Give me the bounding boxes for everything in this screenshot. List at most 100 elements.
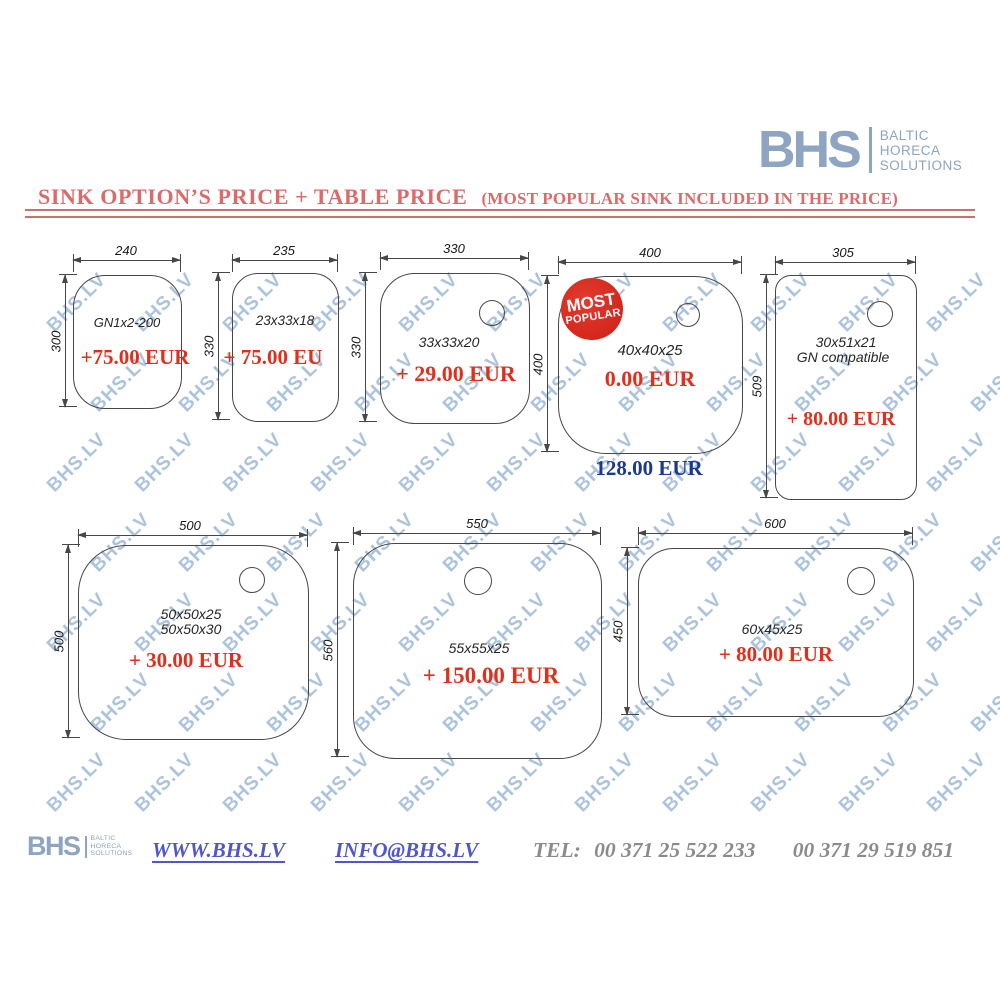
size-label: 23x33x18: [255, 313, 315, 328]
height-dimension-line: [544, 275, 551, 453]
title-underline-rule: [25, 209, 975, 218]
dimension-tick: [212, 272, 230, 273]
height-dimension-line: [334, 542, 341, 758]
width-dimension-line: [231, 257, 338, 264]
dimension-tick: [62, 737, 80, 738]
sink-outline: [775, 275, 917, 500]
drain-hole: [464, 567, 492, 595]
logo-sub-line: BALTIC: [90, 835, 116, 843]
logo-sub-line: SOLUTIONS: [90, 850, 133, 858]
website-link[interactable]: WWW.BHS.LV: [152, 838, 286, 862]
price-label: +75.00 EUR: [80, 345, 190, 369]
watermark-text: BHS.LV: [923, 268, 991, 337]
bhs-logo-subtitle: BALTIC HORECA SOLUTIONS: [880, 128, 963, 173]
width-dim-label: 550: [466, 516, 488, 531]
height-dimension-line: [65, 544, 72, 739]
size-label: GN1x2-200: [93, 315, 161, 330]
dimension-tick: [359, 421, 377, 422]
watermark-text: BHS.LV: [967, 508, 1000, 577]
phone-1: 00 371 25 522 233: [594, 838, 756, 862]
height-dimension-line: [763, 274, 770, 499]
dimension-tick: [180, 254, 181, 272]
height-dim-label: 450: [610, 620, 626, 643]
drain-hole: [676, 303, 700, 327]
dimension-tick: [775, 256, 776, 274]
price-label: + 150.00 EUR: [422, 663, 560, 688]
dimension-tick: [73, 254, 74, 272]
width-dimension-line: [637, 530, 913, 537]
drain-hole: [847, 567, 875, 595]
size-label-2: 50x50x30: [160, 621, 222, 637]
width-dim-label: 240: [115, 243, 137, 258]
watermark-text: BHS.LV: [131, 428, 199, 497]
dimension-tick: [359, 272, 377, 273]
dimension-tick: [337, 254, 338, 272]
dimension-tick: [541, 451, 559, 452]
dimension-tick: [760, 497, 778, 498]
dimension-tick: [741, 256, 742, 274]
width-dimension-line: [352, 530, 601, 537]
drain-hole: [867, 301, 893, 327]
sink-outline: [558, 276, 743, 454]
size-label-2: GN compatible: [796, 349, 890, 365]
logo-sub-line: HORECA: [879, 142, 941, 158]
height-dim-label: 500: [51, 630, 67, 653]
dimension-tick: [331, 756, 349, 757]
watermark-text: BHS.LV: [307, 748, 375, 817]
watermark-text: BHS.LV: [395, 428, 463, 497]
size-label: 33x33x20: [418, 334, 480, 350]
width-dim-label: 600: [764, 516, 786, 531]
dimension-tick: [59, 406, 77, 407]
page-title: SINK OPTION’S PRICE + TABLE PRICE (MOST …: [38, 184, 978, 210]
bhs-logo-text: BHS: [758, 121, 862, 179]
logo-divider: [868, 127, 872, 173]
watermark-text: BHS.LV: [967, 348, 1000, 417]
watermark-text: BHS.LV: [43, 428, 111, 497]
dimension-tick: [558, 256, 559, 274]
height-dimension-line: [62, 274, 69, 408]
table-price-label: 128.00 EUR: [595, 456, 703, 480]
dimension-tick: [353, 527, 354, 545]
price-label: + 30.00 EUR: [128, 648, 244, 672]
height-dimension-line: [215, 272, 222, 421]
dimension-tick: [528, 252, 529, 270]
watermark-text: BHS.LV: [571, 748, 639, 817]
dimension-tick: [915, 256, 916, 274]
watermark-text: BHS.LV: [219, 428, 287, 497]
email-link[interactable]: INFO@BHS.LV: [335, 838, 479, 862]
sink-outline: [73, 275, 182, 409]
size-label: 55x55x25: [448, 640, 510, 656]
dimension-tick: [331, 542, 349, 543]
width-dim-label: 305: [832, 245, 854, 260]
height-dimension-line: [624, 547, 631, 716]
drain-hole: [479, 300, 505, 326]
dimension-tick: [638, 527, 639, 545]
dimension-tick: [760, 274, 778, 275]
price-label: + 80.00 EUR: [786, 408, 896, 430]
page-title-main: SINK OPTION’S PRICE + TABLE PRICE: [38, 184, 468, 209]
sink-outline: [353, 543, 602, 759]
width-dimension-line: [379, 255, 529, 262]
watermark-text: BHS.LV: [967, 668, 1000, 737]
size-label: 30x51x21: [815, 334, 877, 350]
size-label: 50x50x25: [160, 606, 222, 622]
sink-outline: [380, 273, 530, 424]
logo-sub-line: BALTIC: [879, 127, 930, 143]
watermark-text: BHS.LV: [483, 428, 551, 497]
width-dim-label: 400: [639, 245, 661, 260]
dimension-tick: [232, 254, 233, 272]
bhs-logo: BHS BALTIC HORECA SOLUTIONS: [758, 124, 962, 176]
sink-outline: [638, 548, 914, 717]
width-dim-label: 330: [443, 241, 465, 256]
watermark-text: BHS.LV: [659, 748, 727, 817]
dimension-tick: [621, 547, 639, 548]
width-dimension-line: [774, 259, 916, 266]
logo-sub-line: HORECA: [90, 842, 122, 850]
watermark-text: BHS.LV: [483, 748, 551, 817]
price-label: 0.00 EUR: [604, 366, 696, 391]
watermark-text: BHS.LV: [923, 588, 991, 657]
size-label: 40x40x25: [617, 342, 683, 359]
width-dimension-line: [72, 257, 181, 264]
width-dim-label: 235: [273, 243, 295, 258]
